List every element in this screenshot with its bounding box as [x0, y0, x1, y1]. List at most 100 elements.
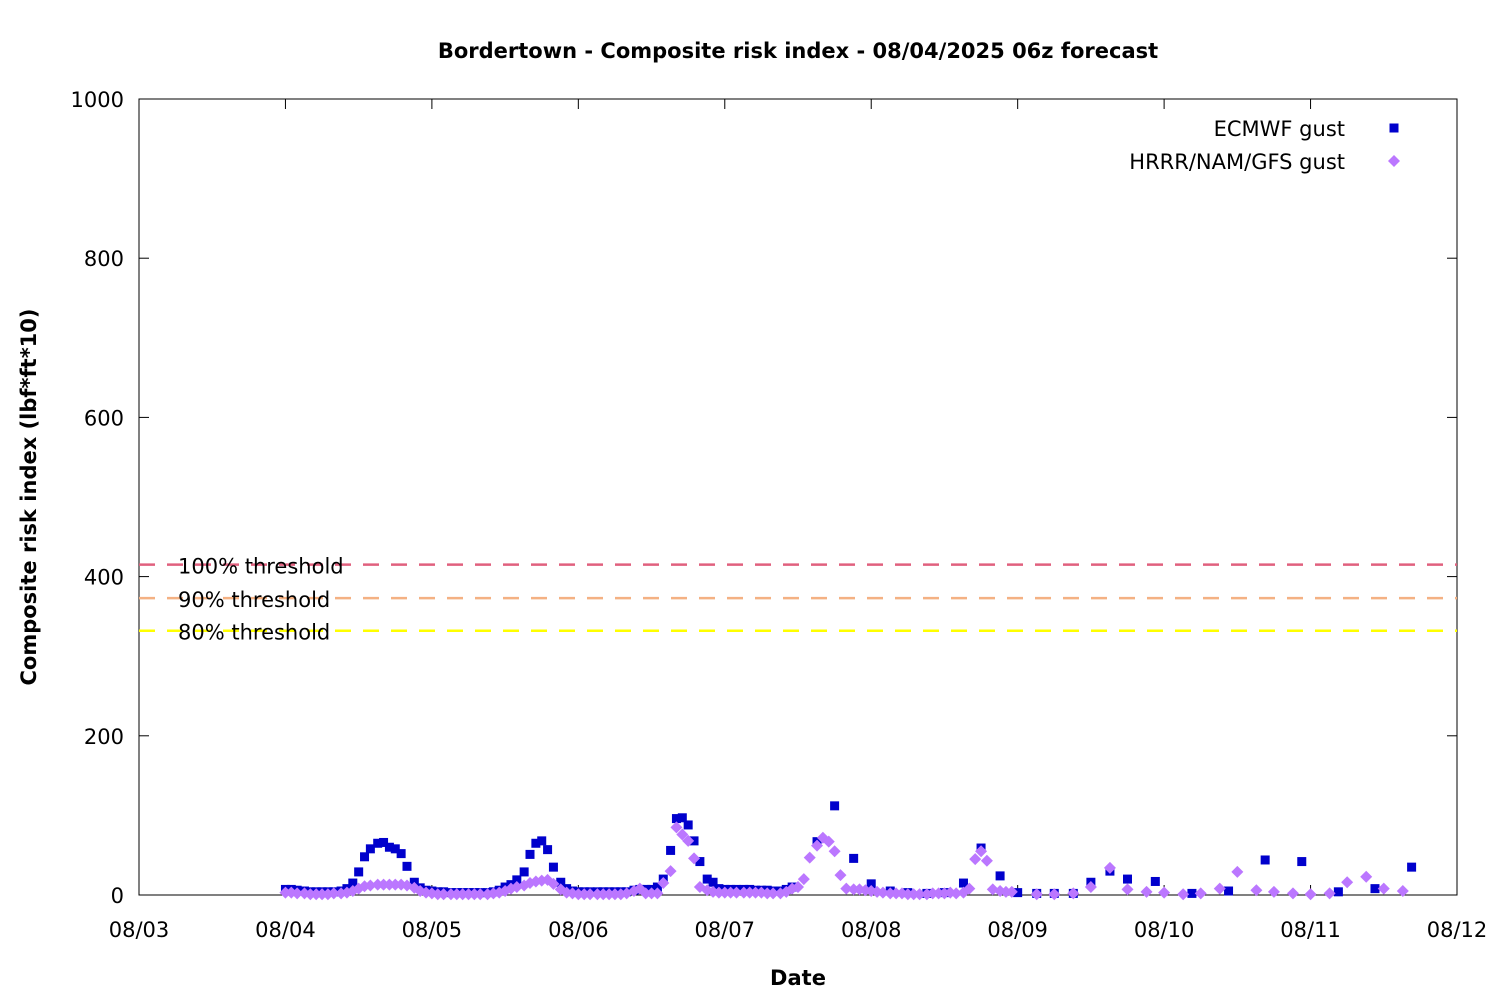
hrrr-point [803, 851, 816, 864]
ecmwf-point [1187, 888, 1197, 898]
hrrr-point [327, 887, 340, 900]
x-tick-label: 08/04 [255, 918, 316, 942]
hrrr-point [291, 887, 304, 900]
ecmwf-point [348, 878, 358, 888]
hrrr-point [1177, 888, 1190, 901]
ecmwf-point [379, 837, 389, 847]
hrrr-point [950, 887, 963, 900]
hrrr-point [651, 887, 664, 900]
hrrr-point [913, 888, 926, 901]
ecmwf-point [365, 844, 375, 854]
legend-marker [1389, 123, 1399, 133]
hrrr-point [1140, 885, 1153, 898]
ecmwf-point [1370, 884, 1380, 894]
ecmwf-point [384, 842, 394, 852]
hrrr-point [730, 886, 743, 899]
hrrr-point [676, 828, 689, 841]
threshold-label: 80% threshold [178, 621, 330, 645]
x-tick-label: 08/06 [548, 918, 609, 942]
y-axis: 0 200 400 600 800 1000 [71, 88, 1457, 908]
legend-marker [1388, 155, 1400, 167]
hrrr-point [792, 881, 804, 894]
y-axis-title: Composite risk index (lbf*ft*10) [17, 308, 41, 685]
y-tick-label: 800 [84, 247, 124, 271]
ecmwf-point [695, 857, 705, 867]
ecmwf-point [556, 877, 566, 887]
ecmwf-point [1333, 887, 1343, 897]
ecmwf-point [512, 875, 522, 885]
ecmwf-point [995, 871, 1005, 881]
ecmwf-point [519, 867, 529, 877]
x-tick-label: 08/09 [987, 918, 1048, 942]
hrrr-point [822, 835, 835, 848]
hrrr-point [876, 886, 889, 899]
ecmwf-point [360, 852, 370, 862]
hrrr-point [1030, 888, 1043, 901]
ecmwf-point [537, 836, 547, 846]
data-points [279, 801, 1417, 901]
hrrr-point [670, 821, 683, 834]
x-tick-label: 08/07 [695, 918, 756, 942]
x-tick-label: 08/05 [402, 918, 463, 942]
legend-label: HRRR/NAM/GFS gust [1129, 150, 1345, 174]
hrrr-point [834, 869, 847, 882]
hrrr-point [1048, 888, 1061, 901]
hrrr-point [1067, 887, 1080, 900]
ecmwf-point [531, 838, 541, 848]
x-tick-label: 08/12 [1427, 918, 1488, 942]
hrrr-point [1286, 887, 1299, 900]
y-tick-label: 1000 [71, 88, 124, 112]
x-tick-label: 08/11 [1280, 918, 1341, 942]
ecmwf-point [1013, 888, 1023, 898]
ecmwf-point [1150, 876, 1160, 886]
ecmwf-point [548, 862, 558, 872]
ecmwf-point [666, 845, 676, 855]
threshold-label: 100% threshold [178, 555, 344, 579]
hrrr-point [657, 877, 670, 890]
hrrr-point [682, 834, 695, 847]
x-tick-label: 08/10 [1134, 918, 1195, 942]
ecmwf-point [671, 814, 681, 824]
ecmwf-point [866, 879, 876, 889]
hrrr-point [1231, 865, 1244, 878]
y-tick-label: 0 [111, 884, 124, 908]
ecmwf-point [390, 844, 400, 854]
ecmwf-point [396, 849, 406, 859]
hrrr-point [840, 882, 853, 895]
hrrr-point [767, 887, 780, 900]
ecmwf-point [652, 882, 662, 892]
chart-title: Bordertown - Composite risk index - 08/0… [438, 39, 1158, 63]
hrrr-point [963, 882, 976, 895]
hrrr-point [474, 888, 487, 901]
hrrr-point [1194, 887, 1207, 900]
ecmwf-point [1297, 857, 1307, 867]
ecmwf-point [525, 849, 535, 859]
ecmwf-point [1123, 874, 1132, 884]
ecmwf-point [1260, 855, 1270, 865]
hrrr-point [1341, 876, 1354, 889]
hrrr-point [969, 853, 982, 866]
y-tick-label: 200 [84, 725, 124, 749]
hrrr-point [828, 845, 841, 858]
hrrr-point [1360, 870, 1373, 883]
ecmwf-point [702, 874, 712, 884]
ecmwf-point [830, 801, 840, 811]
hrrr-point [1121, 883, 1134, 896]
threshold-label: 90% threshold [178, 588, 330, 612]
threshold-lines: 100% threshold 90% threshold 80% threshold [139, 555, 1457, 645]
legend: ECMWF gust HRRR/NAM/GFS gust [1129, 117, 1400, 174]
hrrr-point [584, 888, 597, 901]
ecmwf-point [373, 838, 383, 848]
hrrr-point [1304, 888, 1317, 901]
hrrr-point [980, 854, 993, 867]
hrrr-point [1158, 886, 1171, 899]
hrrr-point [364, 879, 377, 892]
plot-frame [138, 98, 1458, 896]
hrrr-point [1396, 885, 1409, 898]
y-tick-label: 400 [84, 566, 124, 590]
ecmwf-point [1224, 886, 1234, 896]
ecmwf-point [958, 878, 968, 888]
ecmwf-point [543, 845, 553, 855]
x-tick-label: 08/03 [109, 918, 170, 942]
